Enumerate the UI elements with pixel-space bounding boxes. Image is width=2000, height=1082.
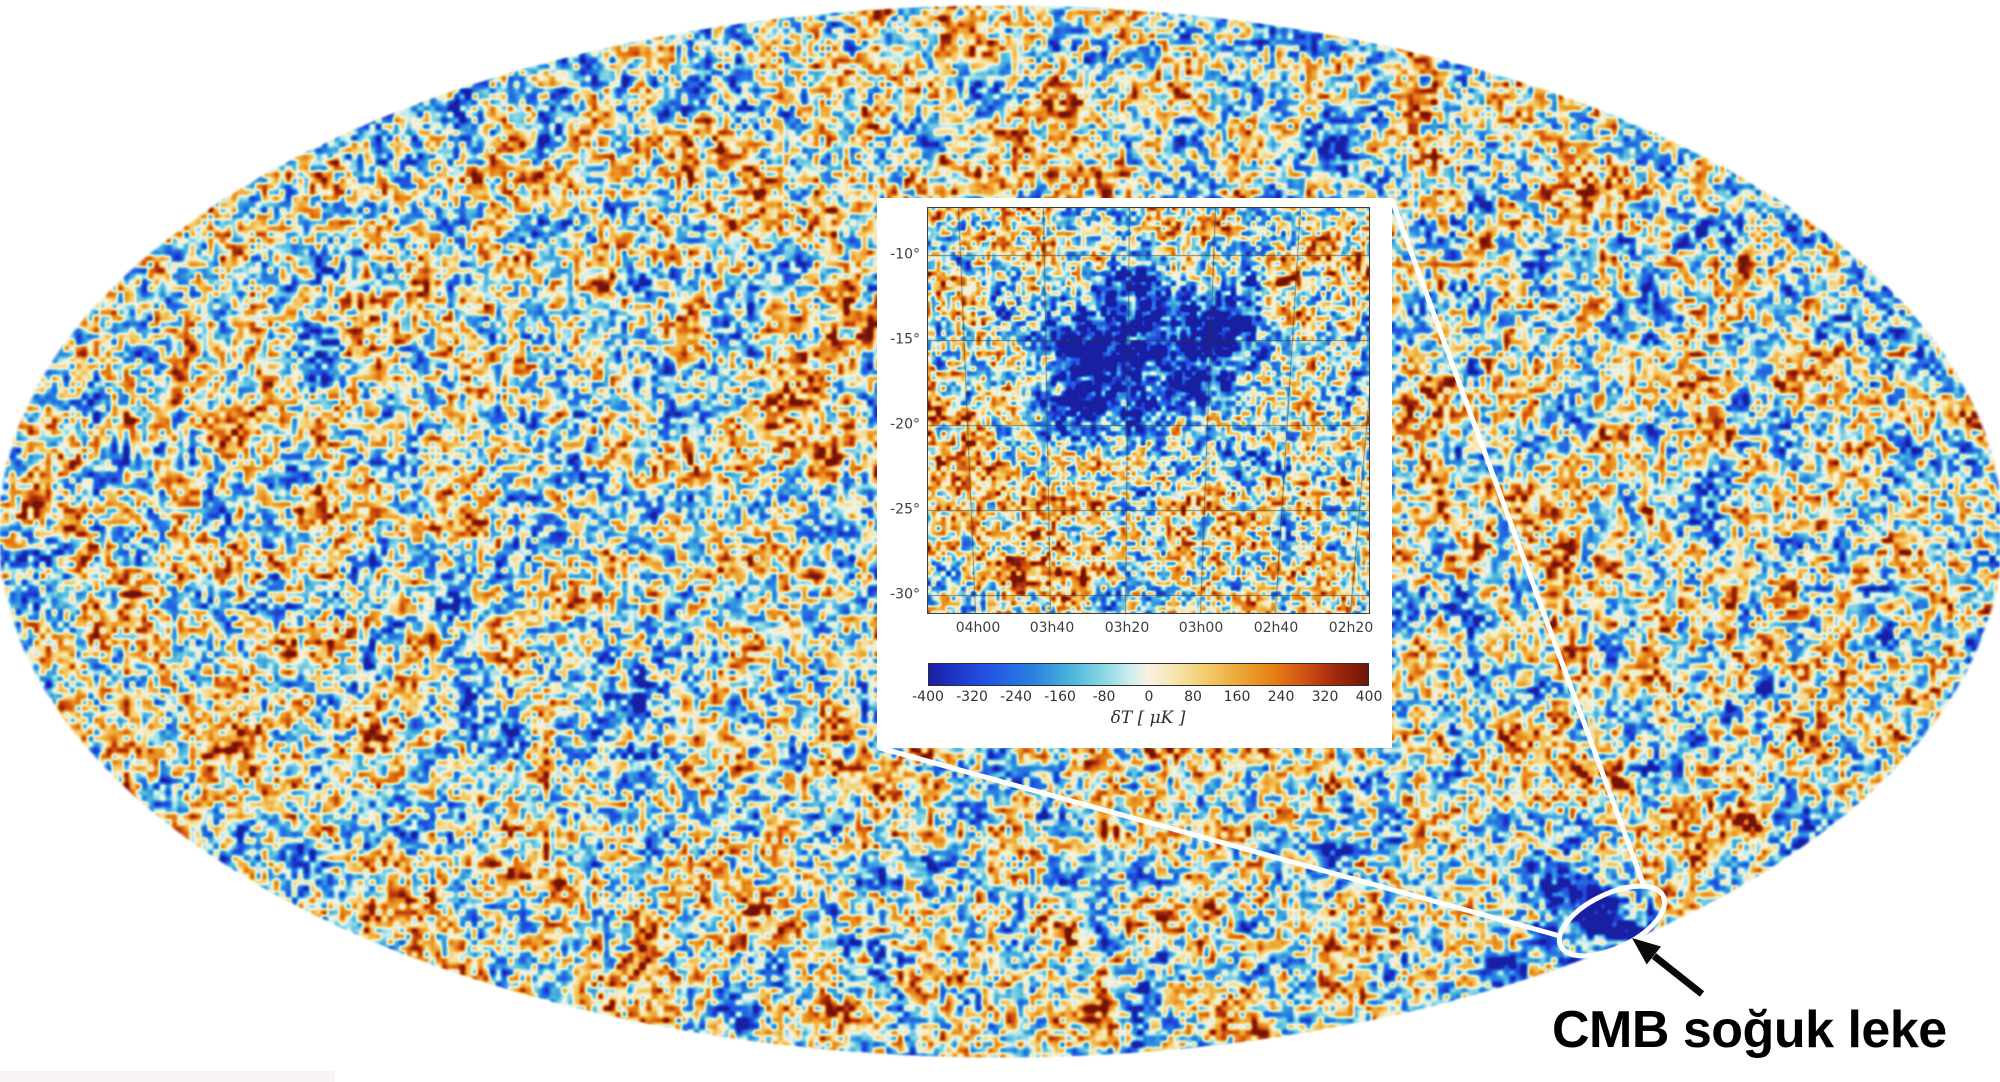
ra-tick-label: 02h20 xyxy=(1328,620,1374,636)
colorbar-title: δT [ μK ] xyxy=(1110,708,1186,728)
colorbar-tick-label: 160 xyxy=(1223,689,1251,705)
colorbar-tick-label: -240 xyxy=(1000,689,1032,705)
dec-tick-label: -10° xyxy=(890,246,920,263)
bottom-left-artifact xyxy=(0,1071,335,1082)
dec-tick-label: -15° xyxy=(890,331,920,348)
dec-tick-label: -30° xyxy=(890,586,920,603)
colorbar-tick-label: -400 xyxy=(912,689,944,705)
colorbar-tick-label: 240 xyxy=(1267,689,1295,705)
colorbar-tick-label: 320 xyxy=(1311,689,1339,705)
dec-tick-label: -25° xyxy=(890,501,920,518)
ra-tick-label: 02h40 xyxy=(1253,620,1299,636)
coldspot-annotation: CMB soğuk leke xyxy=(1552,1001,1947,1059)
ra-tick-label: 03h40 xyxy=(1029,620,1075,636)
dec-tick-label: -20° xyxy=(890,416,920,433)
colorbar-tick-label: 0 xyxy=(1144,689,1154,705)
colorbar-tick-label: -320 xyxy=(956,689,988,705)
ra-tick-label: 03h00 xyxy=(1178,620,1224,636)
ra-tick-label: 03h20 xyxy=(1104,620,1150,636)
colorbar xyxy=(928,663,1369,686)
colorbar-tick-label: -80 xyxy=(1092,689,1116,705)
coldspot-inset-map-canvas xyxy=(928,208,1369,613)
ra-tick-label: 04h00 xyxy=(955,620,1001,636)
colorbar-tick-label: 400 xyxy=(1355,689,1383,705)
colorbar-tick-label: 80 xyxy=(1184,689,1202,705)
colorbar-tick-label: -160 xyxy=(1044,689,1076,705)
